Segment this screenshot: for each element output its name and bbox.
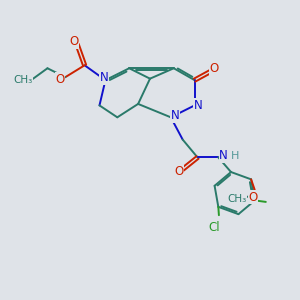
Text: CH₃: CH₃ [227,194,247,204]
Text: N: N [194,99,203,112]
Text: O: O [209,62,218,75]
Text: N: N [100,71,108,84]
Text: N: N [219,149,228,162]
Text: O: O [175,165,184,178]
Text: H: H [230,151,239,161]
Text: CH₃: CH₃ [13,75,32,85]
Text: O: O [249,191,258,204]
Text: O: O [70,35,79,48]
Text: N: N [171,109,180,122]
Text: O: O [55,73,64,86]
Text: Cl: Cl [208,220,220,234]
